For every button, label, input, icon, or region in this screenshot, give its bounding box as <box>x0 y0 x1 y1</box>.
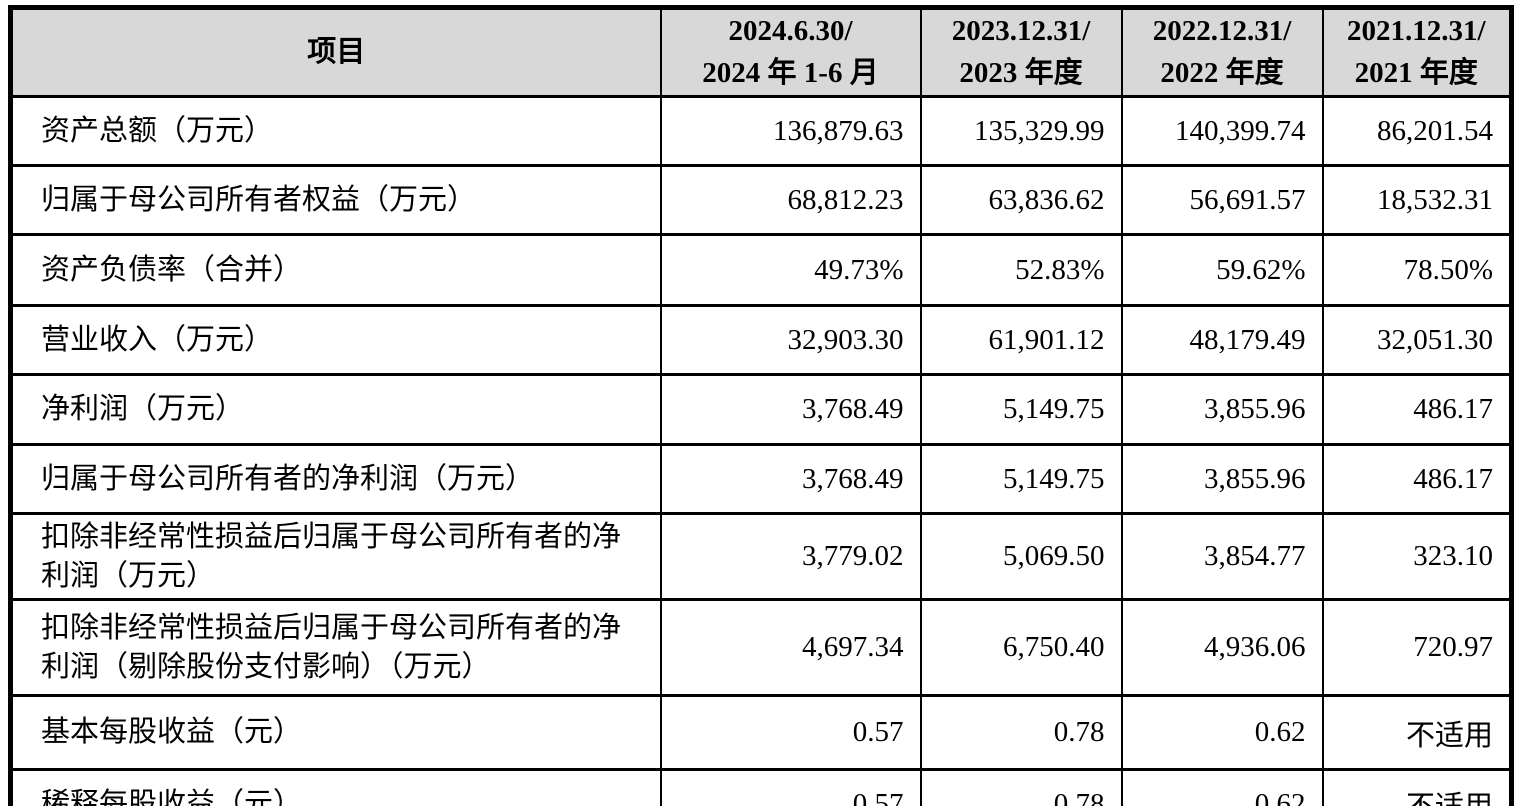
cell-value: 3,855.96 <box>1120 373 1324 446</box>
row-label: 基本每股收益（元） <box>9 694 662 771</box>
header-period-2021-range: 2021 年度 <box>1354 56 1478 89</box>
cell-value: 0.62 <box>1120 768 1324 806</box>
row-label: 营业收入（万元） <box>9 304 662 376</box>
row-label: 扣除非经常性损益后归属于母公司所有者的净利润（剔除股份支付影响）（万元） <box>9 598 662 697</box>
cell-value: 323.10 <box>1321 512 1513 601</box>
table-row-deducted-net-profit-ex-share-payment: 扣除非经常性损益后归属于母公司所有者的净利润（剔除股份支付影响）（万元） 4,6… <box>9 598 1513 697</box>
table-row-parent-net-profit: 归属于母公司所有者的净利润（万元） 3,768.49 5,149.75 3,85… <box>9 443 1513 515</box>
cell-value: 56,691.57 <box>1120 164 1324 236</box>
table-row-deducted-net-profit: 扣除非经常性损益后归属于母公司所有者的净利润（万元） 3,779.02 5,06… <box>9 512 1513 601</box>
table-row-diluted-eps: 稀释每股收益（元） 0.57 0.78 0.62 不适用 <box>9 768 1513 806</box>
header-period-2023: 2023.12.31/ 2023 年度 <box>919 6 1123 98</box>
table-row-total-assets: 资产总额（万元） 136,879.63 135,329.99 140,399.7… <box>9 95 1513 167</box>
header-period-2022: 2022.12.31/ 2022 年度 <box>1120 6 1324 98</box>
cell-value: 3,854.77 <box>1120 512 1324 601</box>
row-label: 资产总额（万元） <box>9 95 662 167</box>
cell-value: 61,901.12 <box>919 304 1123 376</box>
cell-value: 49.73% <box>659 233 922 307</box>
cell-value: 140,399.74 <box>1120 95 1324 167</box>
cell-value: 32,903.30 <box>659 304 922 376</box>
header-item-label: 项目 <box>307 35 366 68</box>
cell-value: 59.62% <box>1120 233 1324 307</box>
cell-value: 3,768.49 <box>659 373 922 446</box>
cell-value: 0.62 <box>1120 694 1324 771</box>
header-period-2024: 2024.6.30/ 2024 年 1-6 月 <box>659 6 922 98</box>
row-label: 归属于母公司所有者的净利润（万元） <box>9 443 662 515</box>
header-period-2024-range: 2024 年 1-6 月 <box>702 56 879 89</box>
cell-value: 5,149.75 <box>919 373 1123 446</box>
header-period-2022-date: 2022.12.31/ <box>1152 15 1292 48</box>
table-row-parent-equity: 归属于母公司所有者权益（万元） 68,812.23 63,836.62 56,6… <box>9 164 1513 236</box>
cell-value: 6,750.40 <box>919 598 1123 697</box>
cell-value: 78.50% <box>1321 233 1513 307</box>
table-row-debt-ratio: 资产负债率（合并） 49.73% 52.83% 59.62% 78.50% <box>9 233 1513 307</box>
cell-value: 不适用 <box>1321 694 1513 771</box>
cell-value: 68,812.23 <box>659 164 922 236</box>
cell-value: 5,149.75 <box>919 443 1123 515</box>
cell-value: 3,855.96 <box>1120 443 1324 515</box>
table-row-basic-eps: 基本每股收益（元） 0.57 0.78 0.62 不适用 <box>9 694 1513 771</box>
header-period-2021: 2021.12.31/ 2021 年度 <box>1321 6 1513 98</box>
cell-value: 32,051.30 <box>1321 304 1513 376</box>
header-period-2024-date: 2024.6.30/ <box>728 15 853 48</box>
row-label: 归属于母公司所有者权益（万元） <box>9 164 662 236</box>
cell-value: 18,532.31 <box>1321 164 1513 236</box>
cell-value: 0.78 <box>919 768 1123 806</box>
cell-value: 48,179.49 <box>1120 304 1324 376</box>
header-period-2021-date: 2021.12.31/ <box>1346 15 1486 48</box>
header-period-2023-range: 2023 年度 <box>959 56 1083 89</box>
row-label: 扣除非经常性损益后归属于母公司所有者的净利润（万元） <box>9 512 662 601</box>
cell-value: 720.97 <box>1321 598 1513 697</box>
header-period-2022-range: 2022 年度 <box>1160 56 1284 89</box>
cell-value: 135,329.99 <box>919 95 1123 167</box>
cell-value: 486.17 <box>1321 443 1513 515</box>
header-item-column: 项目 <box>9 6 662 98</box>
cell-value: 不适用 <box>1321 768 1513 806</box>
cell-value: 4,936.06 <box>1120 598 1324 697</box>
table-row-net-profit: 净利润（万元） 3,768.49 5,149.75 3,855.96 486.1… <box>9 373 1513 446</box>
cell-value: 0.57 <box>659 694 922 771</box>
header-period-2023-date: 2023.12.31/ <box>951 15 1091 48</box>
cell-value: 3,768.49 <box>659 443 922 515</box>
cell-value: 86,201.54 <box>1321 95 1513 167</box>
cell-value: 63,836.62 <box>919 164 1123 236</box>
cell-value: 486.17 <box>1321 373 1513 446</box>
row-label: 资产负债率（合并） <box>9 233 662 307</box>
cell-value: 136,879.63 <box>659 95 922 167</box>
cell-value: 52.83% <box>919 233 1123 307</box>
table-row-revenue: 营业收入（万元） 32,903.30 61,901.12 48,179.49 3… <box>9 304 1513 376</box>
row-label: 稀释每股收益（元） <box>9 768 662 806</box>
cell-value: 3,779.02 <box>659 512 922 601</box>
row-label: 净利润（万元） <box>9 373 662 446</box>
table-header-row: 项目 2024.6.30/ 2024 年 1-6 月 2023.12.31/ 2… <box>9 6 1513 98</box>
cell-value: 0.78 <box>919 694 1123 771</box>
cell-value: 0.57 <box>659 768 922 806</box>
cell-value: 5,069.50 <box>919 512 1123 601</box>
cell-value: 4,697.34 <box>659 598 922 697</box>
financial-summary-table: 项目 2024.6.30/ 2024 年 1-6 月 2023.12.31/ 2… <box>8 5 1514 806</box>
